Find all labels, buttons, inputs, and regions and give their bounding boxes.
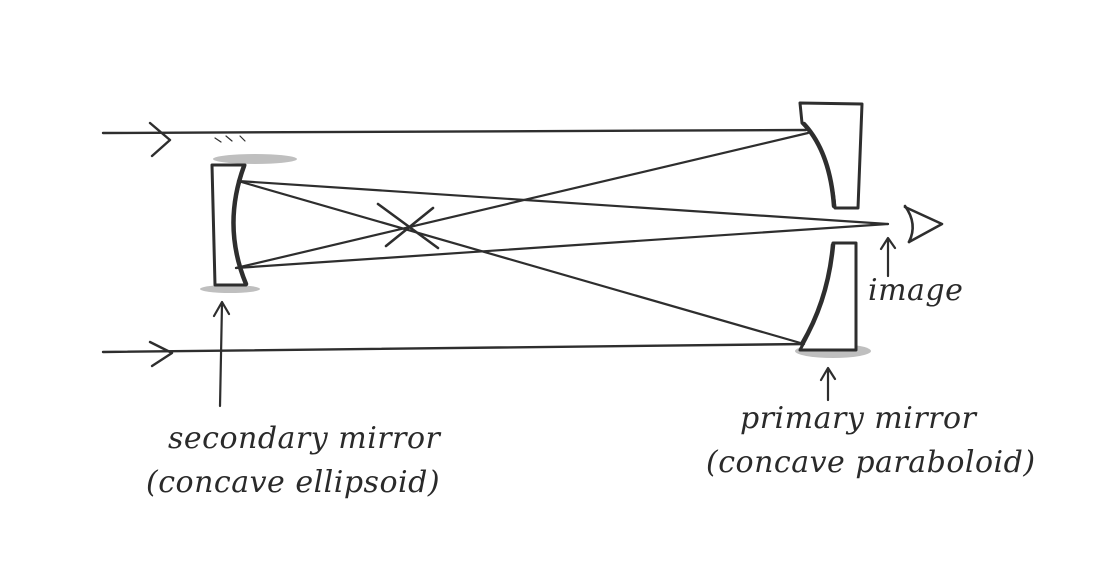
crossing-mark — [376, 202, 440, 250]
reflected-rays — [234, 131, 890, 346]
ray-secondary-bottom-to-image — [234, 222, 890, 270]
labels: image secondary mirror (concave ellipsoi… — [146, 273, 1036, 500]
label-primary-mirror: primary mirror — [740, 401, 978, 436]
label-secondary-mirror: secondary mirror — [168, 421, 442, 456]
primary-mirror — [798, 101, 864, 352]
eye-icon — [903, 204, 944, 244]
secondary-mirror — [210, 163, 249, 287]
image-pointer-arrow — [879, 236, 897, 278]
primary-pointer-arrow — [819, 366, 837, 402]
label-secondary-mirror-type: (concave ellipsoid) — [146, 465, 440, 500]
arrow-icon — [148, 121, 172, 158]
pointer-arrows — [212, 236, 897, 408]
incoming-ray-bottom — [101, 342, 808, 354]
secondary-pointer-arrow — [212, 300, 231, 408]
ray-secondary-top-to-image — [236, 179, 890, 226]
ray-primary-bottom-to-secondary-top — [236, 179, 806, 346]
label-image: image — [868, 273, 963, 308]
label-primary-mirror-type: (concave paraboloid) — [706, 445, 1036, 480]
arrow-icon — [148, 340, 174, 368]
incoming-ray-top — [101, 128, 808, 135]
